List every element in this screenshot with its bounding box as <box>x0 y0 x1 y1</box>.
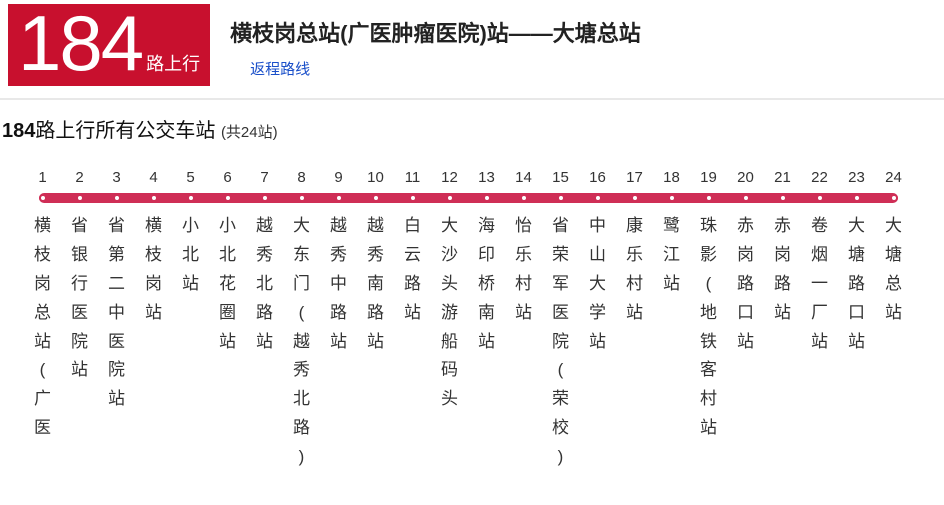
route-direction-suffix: 路上行 <box>146 50 200 76</box>
stop-number: 15 <box>542 169 579 186</box>
stop-name[interactable]: 鹭 江 站 <box>653 212 690 472</box>
stop-dot <box>320 190 357 206</box>
stop-name[interactable]: 白 云 路 站 <box>394 212 431 472</box>
stop-number: 9 <box>320 169 357 186</box>
stop-name[interactable]: 越 秀 中 路 站 <box>320 212 357 472</box>
stop-name[interactable]: 省 荣 军 医 院 ( 荣 校 ) <box>542 212 579 472</box>
stop-dot <box>505 190 542 206</box>
stop-dot <box>98 190 135 206</box>
stop-number: 2 <box>61 169 98 186</box>
stop-name[interactable]: 怡 乐 村 站 <box>505 212 542 472</box>
stop-dot <box>690 190 727 206</box>
stop-number: 17 <box>616 169 653 186</box>
stop-number: 21 <box>764 169 801 186</box>
section-count: (共24站) <box>221 124 278 141</box>
stop-dot <box>246 190 283 206</box>
stop-names-row: 横 枝 岗 总 站 ( 广 医省 银 行 医 院 站省 第 二 中 医 院 站横… <box>24 212 920 472</box>
stop-name[interactable]: 大 东 门 ( 越 秀 北 路 ) <box>283 212 320 472</box>
section-route-number: 184 <box>2 120 35 142</box>
stop-name[interactable]: 越 秀 北 路 站 <box>246 212 283 472</box>
header-right: 横枝岗总站(广医肿瘤医院)站——大塘总站 返程路线 <box>230 4 641 79</box>
stop-dot <box>875 190 912 206</box>
stop-name[interactable]: 省 银 行 医 院 站 <box>61 212 98 472</box>
section-title: 184路上行所有公交车站 (共24站) <box>0 114 944 149</box>
stop-dot <box>727 190 764 206</box>
header: 184 路上行 横枝岗总站(广医肿瘤医院)站——大塘总站 返程路线 <box>0 0 944 100</box>
stop-name[interactable]: 越 秀 南 路 站 <box>357 212 394 472</box>
stop-number: 12 <box>431 169 468 186</box>
stop-dot <box>616 190 653 206</box>
stop-number: 4 <box>135 169 172 186</box>
stop-number: 6 <box>209 169 246 186</box>
stop-name[interactable]: 横 枝 岗 站 <box>135 212 172 472</box>
stop-number: 3 <box>98 169 135 186</box>
stop-name[interactable]: 省 第 二 中 医 院 站 <box>98 212 135 472</box>
route-title: 横枝岗总站(广医肿瘤医院)站——大塘总站 <box>230 16 641 48</box>
stop-dot <box>135 190 172 206</box>
stop-dot <box>172 190 209 206</box>
stop-number: 13 <box>468 169 505 186</box>
stop-name[interactable]: 康 乐 村 站 <box>616 212 653 472</box>
stop-name[interactable]: 小 北 花 圈 站 <box>209 212 246 472</box>
stop-name[interactable]: 赤 岗 路 口 站 <box>727 212 764 472</box>
stop-dot <box>357 190 394 206</box>
route-dots <box>24 190 912 206</box>
stop-name[interactable]: 横 枝 岗 总 站 ( 广 医 <box>24 212 61 472</box>
route-line <box>24 190 912 206</box>
stop-dot <box>542 190 579 206</box>
route-badge: 184 路上行 <box>8 4 210 86</box>
stop-number: 23 <box>838 169 875 186</box>
route-number: 184 <box>18 4 142 82</box>
stop-number: 14 <box>505 169 542 186</box>
route-diagram: 123456789101112131415161718192021222324 … <box>0 149 944 472</box>
stop-dot <box>283 190 320 206</box>
stop-dot <box>431 190 468 206</box>
stop-number: 1 <box>24 169 61 186</box>
stop-dot <box>838 190 875 206</box>
stop-dot <box>653 190 690 206</box>
stop-number: 7 <box>246 169 283 186</box>
stop-name[interactable]: 海 印 桥 南 站 <box>468 212 505 472</box>
stop-dot <box>209 190 246 206</box>
stop-number: 11 <box>394 169 431 186</box>
stop-dot <box>801 190 838 206</box>
stop-number: 22 <box>801 169 838 186</box>
stop-number: 16 <box>579 169 616 186</box>
stop-numbers-row: 123456789101112131415161718192021222324 <box>24 169 920 186</box>
stop-number: 24 <box>875 169 912 186</box>
stop-name[interactable]: 大 沙 头 游 船 码 头 <box>431 212 468 472</box>
stop-name[interactable]: 中 山 大 学 站 <box>579 212 616 472</box>
stop-number: 8 <box>283 169 320 186</box>
stop-number: 10 <box>357 169 394 186</box>
stop-dot <box>61 190 98 206</box>
stop-number: 5 <box>172 169 209 186</box>
stop-dot <box>764 190 801 206</box>
section-title-text: 路上行所有公交车站 <box>35 120 215 142</box>
stop-name[interactable]: 小 北 站 <box>172 212 209 472</box>
stop-number: 19 <box>690 169 727 186</box>
stop-dot <box>394 190 431 206</box>
stop-name[interactable]: 珠 影 ( 地 铁 客 村 站 <box>690 212 727 472</box>
stop-name[interactable]: 大 塘 路 口 站 <box>838 212 875 472</box>
stop-name[interactable]: 赤 岗 路 站 <box>764 212 801 472</box>
return-route-link[interactable]: 返程路线 <box>250 61 310 78</box>
stop-name[interactable]: 卷 烟 一 厂 站 <box>801 212 838 472</box>
stop-dot <box>468 190 505 206</box>
stop-dot <box>579 190 616 206</box>
stop-number: 18 <box>653 169 690 186</box>
stop-number: 20 <box>727 169 764 186</box>
stop-dot <box>24 190 61 206</box>
stop-name[interactable]: 大 塘 总 站 <box>875 212 912 472</box>
